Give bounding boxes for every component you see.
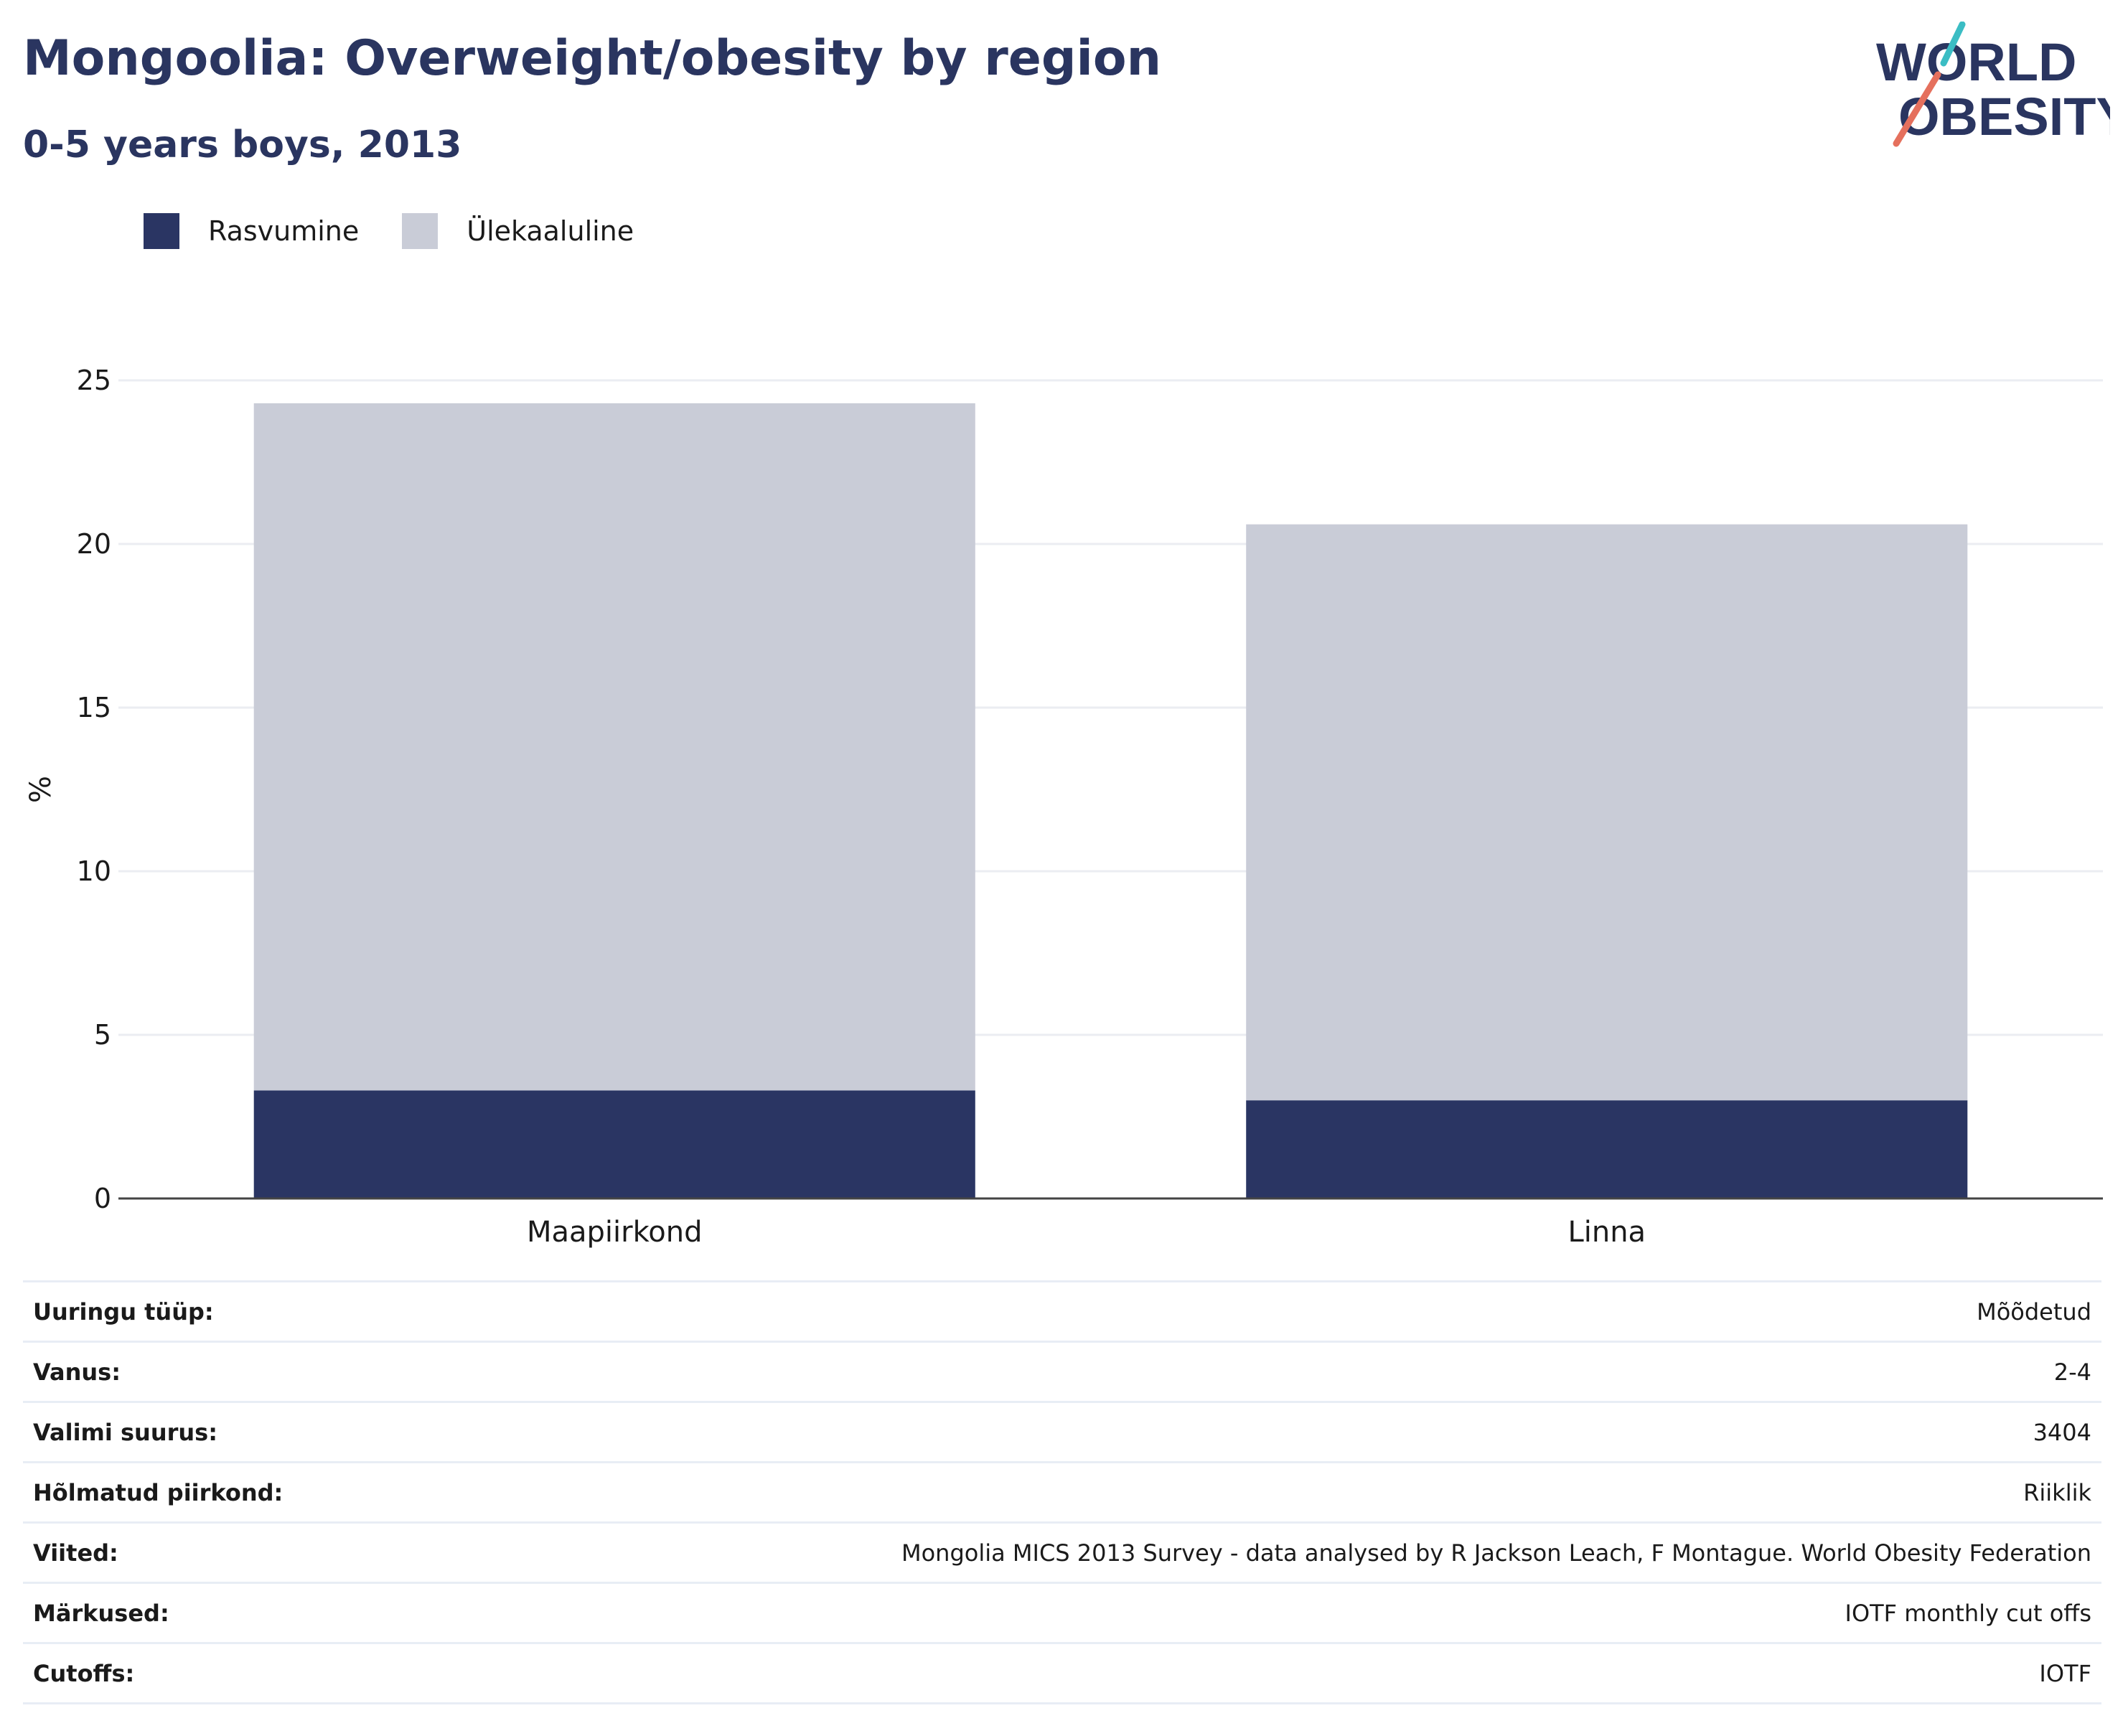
legend-item-ulekaaluline[interactable]: Ülekaaluline <box>402 213 634 249</box>
logo-line-1: WORLD <box>1876 32 2077 92</box>
chart-title: Mongoolia: Overweight/obesity by region <box>23 30 1161 87</box>
y-tick-label: 15 <box>77 692 111 723</box>
info-key: Hõlmatud piirkond: <box>33 1478 283 1506</box>
axes: 0 5 10 15 20 25% Maapiirkond Linna <box>24 365 2103 1249</box>
bar-maapiirkond-lekaaluline <box>253 403 975 1091</box>
info-row: Märkused: IOTF monthly cut offs <box>23 1582 2101 1642</box>
info-row: Viited: Mongolia MICS 2013 Survey - data … <box>23 1521 2101 1582</box>
x-tick-label: Maapiirkond <box>527 1216 703 1249</box>
info-value: Mongolia MICS 2013 Survey - data analyse… <box>901 1539 2091 1567</box>
info-value: IOTF <box>2039 1659 2091 1687</box>
info-value: 3404 <box>2033 1418 2091 1446</box>
info-key: Uuringu tüüp: <box>33 1298 214 1326</box>
world-obesity-logo: WORLD OBESITY <box>1876 22 2110 147</box>
info-key: Valimi suurus: <box>33 1418 218 1446</box>
info-value: Mõõdetud <box>1977 1298 2091 1326</box>
y-tick-label: 20 <box>77 528 111 560</box>
info-value: Riiklik <box>2023 1478 2091 1506</box>
info-value: IOTF monthly cut offs <box>1845 1599 2092 1627</box>
bar-chart: 0 5 10 15 20 25% Maapiirkond Linna <box>24 365 2103 1249</box>
bars <box>253 403 1968 1198</box>
info-row: Valimi suurus: 3404 <box>23 1401 2101 1461</box>
legend-label-rasvumine: Rasvumine <box>208 215 360 247</box>
y-tick-label: 10 <box>77 855 111 887</box>
logo-teal-stroke <box>1940 22 1966 67</box>
legend-swatch-ulekaaluline <box>402 213 439 249</box>
bar-linna-rasvumine <box>1246 1100 1968 1198</box>
info-row: Cutoffs: IOTF <box>23 1642 2101 1704</box>
legend-label-ulekaaluline: Ülekaaluline <box>467 215 634 247</box>
info-key: Vanus: <box>33 1358 121 1386</box>
y-axis-title: % <box>24 776 57 803</box>
chart-subtitle: 0-5 years boys, 2013 <box>23 123 462 166</box>
y-tick-label: 5 <box>94 1019 111 1051</box>
info-key: Viited: <box>33 1539 118 1567</box>
info-row: Hõlmatud piirkond: Riiklik <box>23 1461 2101 1521</box>
legend-item-rasvumine[interactable]: Rasvumine <box>144 213 359 249</box>
y-tick-label: 25 <box>77 365 111 396</box>
logo-coral-stroke <box>1893 71 1941 147</box>
chart-legend: Rasvumine Ülekaaluline <box>144 212 677 250</box>
bar-linna-lekaaluline <box>1246 524 1968 1101</box>
info-key: Cutoffs: <box>33 1659 135 1687</box>
x-tick-label: Linna <box>1567 1216 1646 1249</box>
legend-swatch-rasvumine <box>144 213 179 249</box>
info-value: 2-4 <box>2053 1358 2091 1386</box>
info-row: Uuringu tüüp: Mõõdetud <box>23 1280 2101 1341</box>
metadata-table: Uuringu tüüp: Mõõdetud Vanus: 2-4 Valimi suu… <box>23 1280 2101 1704</box>
info-row: Vanus: 2-4 <box>23 1341 2101 1401</box>
info-key: Märkused: <box>33 1599 169 1627</box>
logo-line-2: OBESITY <box>1898 87 2110 146</box>
bar-maapiirkond-rasvumine <box>253 1090 975 1198</box>
y-tick-label: 0 <box>94 1183 111 1214</box>
